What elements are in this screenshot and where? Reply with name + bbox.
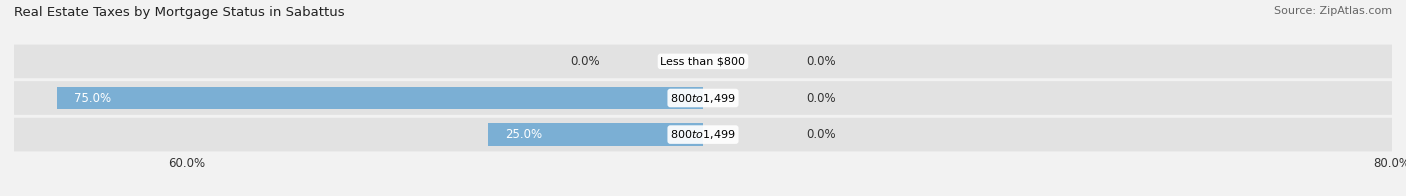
Text: 25.0%: 25.0%	[505, 128, 543, 141]
Text: 0.0%: 0.0%	[807, 92, 837, 104]
Text: Source: ZipAtlas.com: Source: ZipAtlas.com	[1274, 6, 1392, 16]
FancyBboxPatch shape	[14, 118, 1392, 152]
Bar	[488, 123, 703, 146]
Text: $800 to $1,499: $800 to $1,499	[671, 128, 735, 141]
Text: 0.0%: 0.0%	[807, 128, 837, 141]
FancyBboxPatch shape	[14, 81, 1392, 115]
Text: 0.0%: 0.0%	[569, 55, 599, 68]
Text: Real Estate Taxes by Mortgage Status in Sabattus: Real Estate Taxes by Mortgage Status in …	[14, 6, 344, 19]
Text: $800 to $1,499: $800 to $1,499	[671, 92, 735, 104]
Bar	[58, 87, 703, 109]
Text: 0.0%: 0.0%	[807, 55, 837, 68]
Text: Less than $800: Less than $800	[661, 56, 745, 66]
Text: 75.0%: 75.0%	[75, 92, 111, 104]
FancyBboxPatch shape	[14, 44, 1392, 78]
